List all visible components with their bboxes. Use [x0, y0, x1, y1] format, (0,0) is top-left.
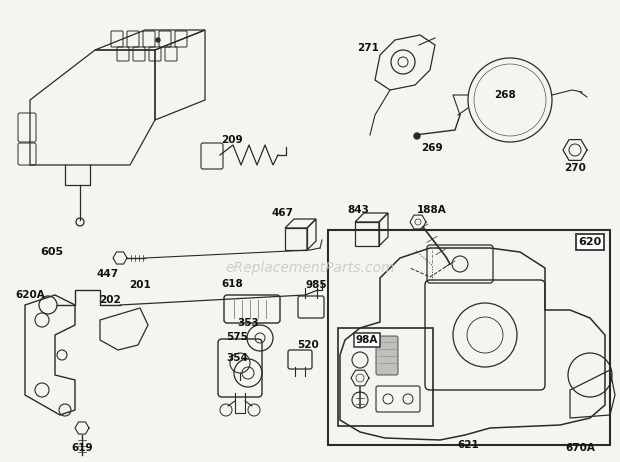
Text: 618: 618 [221, 279, 243, 289]
Text: eReplacementParts.com: eReplacementParts.com [225, 261, 395, 275]
Bar [338, 328, 433, 426]
Text: 620: 620 [578, 237, 601, 247]
Text: 619: 619 [71, 443, 93, 453]
Text: 271: 271 [357, 43, 379, 53]
Text: 620A: 620A [15, 290, 45, 300]
Text: 575: 575 [226, 332, 248, 342]
Text: 269: 269 [421, 143, 443, 153]
Text: 605: 605 [40, 247, 64, 257]
Text: 670A: 670A [565, 443, 595, 453]
Bar [328, 230, 610, 445]
Text: 188A: 188A [417, 205, 447, 215]
Bar [355, 222, 379, 246]
Text: 621: 621 [457, 440, 479, 450]
Circle shape [414, 133, 420, 139]
Bar [285, 228, 307, 250]
Text: 447: 447 [97, 269, 119, 279]
Text: 843: 843 [347, 205, 369, 215]
FancyBboxPatch shape [376, 336, 398, 375]
Text: 467: 467 [272, 208, 294, 218]
Text: 201: 201 [129, 280, 151, 290]
Text: 202: 202 [99, 295, 121, 305]
Text: 98A: 98A [356, 335, 378, 345]
Text: 270: 270 [564, 163, 586, 173]
Text: 268: 268 [494, 90, 516, 100]
Text: 353: 353 [237, 318, 259, 328]
Text: 354: 354 [226, 353, 248, 363]
Text: 209: 209 [221, 135, 243, 145]
Text: 985: 985 [305, 280, 327, 290]
Circle shape [156, 38, 160, 42]
Text: 520: 520 [297, 340, 319, 350]
